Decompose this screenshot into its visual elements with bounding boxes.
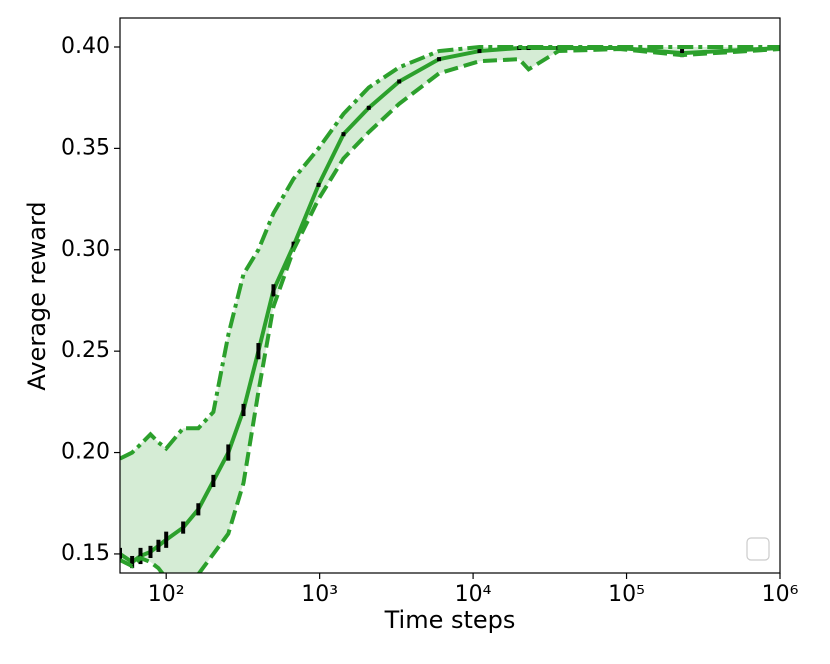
x-tick-label: 10⁴ <box>455 582 492 607</box>
x-axis-label: Time steps <box>384 606 516 634</box>
x-tick-label: 10⁶ <box>762 582 799 607</box>
y-tick-label: 0.40 <box>61 34 110 59</box>
plot-area <box>120 44 780 573</box>
x-tick-label: 10⁵ <box>608 582 645 607</box>
y-axis-label: Average reward <box>23 201 51 390</box>
x-tick-label: 10³ <box>301 582 338 607</box>
y-tick-label: 0.30 <box>61 237 110 262</box>
series-line <box>120 44 780 461</box>
axes-frame <box>119 17 781 574</box>
y-tick-label: 0.25 <box>61 338 110 363</box>
legend <box>746 537 770 561</box>
y-tick-label: 0.35 <box>61 135 110 160</box>
x-tick-label: 10² <box>148 582 185 607</box>
confidence-band <box>120 46 780 573</box>
series-line <box>120 47 780 573</box>
y-tick-label: 0.15 <box>61 541 110 566</box>
y-tick-label: 0.20 <box>61 440 110 465</box>
